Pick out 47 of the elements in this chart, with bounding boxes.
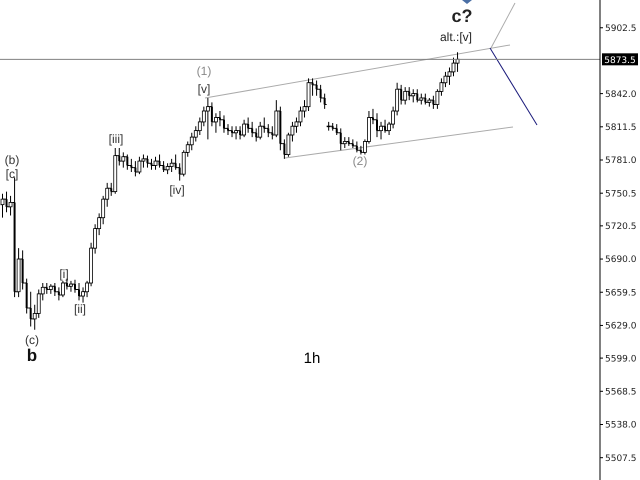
y-tick-label: 5781.0 [605, 156, 637, 166]
y-tick-label: 5599.0 [605, 354, 637, 364]
annotation: c? [451, 6, 473, 26]
y-tick-label: 5690.0 [605, 255, 637, 266]
candlestick [258, 121, 262, 140]
annotation: alt.:[v] [440, 30, 472, 44]
annotation: (2) [352, 154, 368, 168]
y-tick-label: 5629.0 [605, 322, 637, 332]
candlestick [36, 289, 41, 318]
y-tick-label: 5507.5 [605, 454, 636, 464]
ref-line-label: 5873.5 [604, 56, 636, 66]
y-tick-label: 5720.5 [605, 222, 636, 232]
candlestick [427, 97, 432, 108]
annotation: b [26, 346, 38, 365]
y-tick-label: 5568.5 [605, 387, 636, 398]
candlestick [113, 148, 118, 194]
annotation: [v] [198, 82, 210, 96]
candlestick [138, 156, 142, 175]
candlestick [419, 93, 424, 105]
y-tick-label: 5902.5 [605, 24, 636, 34]
annotation: [ii] [74, 302, 86, 316]
annotation: [iii] [108, 132, 124, 146]
y-tick-label: 5811.5 [605, 123, 636, 133]
candlestick [154, 156, 158, 170]
annotation: [c] [6, 167, 18, 181]
y-tick-label: 5538.0 [605, 420, 637, 431]
candlestick [242, 119, 246, 138]
candlestick [48, 284, 53, 294]
candlestick [411, 88, 416, 103]
annotation: (c) [25, 333, 39, 347]
y-tick-label: 5659.5 [605, 288, 636, 298]
candlestick [234, 126, 238, 140]
annotation: [iv] [169, 183, 185, 197]
candlestick [61, 280, 65, 298]
candlestick [190, 132, 194, 151]
y-tick-label: 5842.0 [605, 90, 637, 100]
annotation: (1) [196, 64, 212, 78]
candlestick [403, 86, 408, 105]
candlestick [121, 152, 126, 168]
y-tick-label: 5750.5 [605, 189, 636, 200]
annotation: [i] [59, 267, 69, 281]
text: 1h [304, 350, 320, 367]
candlestick [170, 158, 174, 172]
candlestick [206, 97, 210, 140]
candlestick [69, 280, 73, 292]
candlestick [166, 162, 170, 175]
annotation: (b) [4, 153, 20, 167]
